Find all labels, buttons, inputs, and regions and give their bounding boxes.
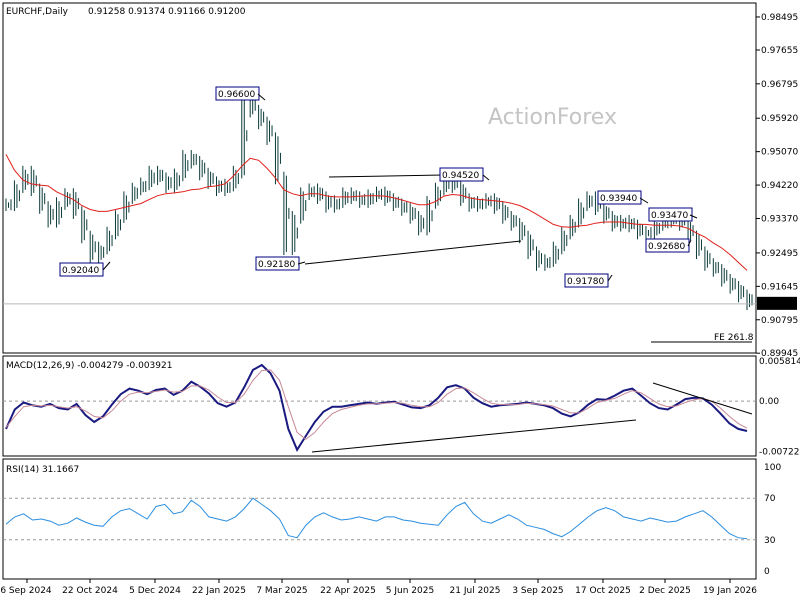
chart-title: EURCHF,Daily	[6, 7, 69, 17]
price-annotation-label: 0.91780	[567, 277, 604, 287]
rsi-tick-label: 0	[764, 567, 770, 577]
annotation-leader	[297, 261, 306, 265]
macd-resistance-trendline	[652, 382, 753, 415]
price-annotation-label: 0.92680	[648, 242, 685, 252]
x-tick-label: 7 Mar 2025	[256, 586, 307, 596]
price-panel-frame	[2, 2, 757, 354]
price-tick-label: 0.98495	[761, 13, 798, 23]
signal-line	[5, 369, 748, 440]
price-annotation-label: 0.93940	[600, 194, 637, 204]
annotation-leader	[687, 239, 692, 247]
x-tick-label: 21 Jul 2025	[450, 586, 501, 596]
x-tick-label: 5 Dec 2024	[129, 586, 181, 596]
x-tick-label: 19 Jan 2026	[703, 586, 757, 596]
x-tick-label: 6 Sep 2024	[0, 586, 52, 596]
annotation-leader	[102, 261, 111, 271]
last-price-label: 0.91200	[760, 300, 797, 310]
price-annotation-box	[648, 207, 693, 222]
price-annotation-box	[597, 190, 642, 205]
rsi-header: RSI(14) 31.1667	[6, 465, 79, 475]
ohlc-readout: 0.91258 0.91374 0.91166 0.91200	[88, 7, 246, 17]
x-tick-label: 22 Oct 2024	[62, 586, 118, 596]
resistance-line	[328, 174, 444, 178]
price-annotation-label: 0.94520	[442, 171, 479, 181]
macd-support-trendline	[311, 419, 637, 453]
price-annotation-box	[215, 86, 260, 101]
price-annotation-label: 0.93470	[651, 211, 688, 221]
support-trendline	[304, 240, 522, 265]
price-tick-label: 0.95070	[761, 148, 798, 158]
macd-line	[5, 363, 748, 452]
price-annotation-label: 0.96600	[218, 90, 255, 100]
price-annotation-label: 0.92180	[258, 260, 295, 270]
annotation-leader	[689, 214, 698, 219]
x-tick-label: 22 Jan 2025	[192, 586, 246, 596]
macd-tick-label: 0.00	[759, 397, 779, 407]
macd-tick-label: -0.007222	[759, 447, 800, 457]
price-tick-label: 0.93370	[761, 215, 798, 225]
watermark: ActionForex	[488, 105, 617, 130]
price-tick-label: 0.90795	[761, 316, 798, 326]
x-tick-label: 17 Oct 2025	[575, 586, 631, 596]
price-annotation-box	[645, 238, 690, 253]
price-tick-label: 0.92495	[761, 249, 798, 259]
annotation-leader	[639, 197, 649, 204]
macd-tick-label: 0.005814	[759, 357, 800, 367]
x-tick-label: 3 Sep 2025	[512, 586, 563, 596]
x-tick-label: 2 Dec 2025	[639, 586, 691, 596]
price-annotation-box	[439, 167, 484, 182]
price-tick-label: 0.91645	[761, 282, 798, 292]
rsi-line	[5, 497, 748, 540]
rsi-panel-frame	[2, 458, 757, 580]
price-tick-label: 0.95920	[761, 114, 798, 124]
annotation-leader	[607, 274, 613, 282]
annotation-leader	[482, 174, 490, 181]
rsi-tick-label: 30	[764, 536, 776, 546]
price-annotation-label: 0.92040	[62, 266, 99, 276]
rsi-tick-label: 100	[764, 463, 781, 473]
moving-average-line	[5, 154, 748, 271]
x-tick-label: 22 Apr 2025	[320, 586, 376, 596]
price-tick-label: 0.97655	[761, 46, 798, 56]
last-price-box	[757, 296, 797, 310]
macd-panel-frame	[2, 355, 757, 457]
price-tick-label: 0.96795	[761, 80, 798, 90]
annotation-leader	[257, 93, 266, 101]
x-tick-label: 5 Jun 2025	[386, 586, 434, 596]
price-tick-label: 0.94220	[761, 181, 798, 191]
price-tick-label: 0.89945	[761, 349, 798, 359]
fe-level-label: FE 261.8	[714, 333, 754, 343]
macd-header: MACD(12,26,9) -0.004279 -0.003921	[6, 361, 172, 371]
rsi-tick-label: 70	[764, 494, 776, 504]
